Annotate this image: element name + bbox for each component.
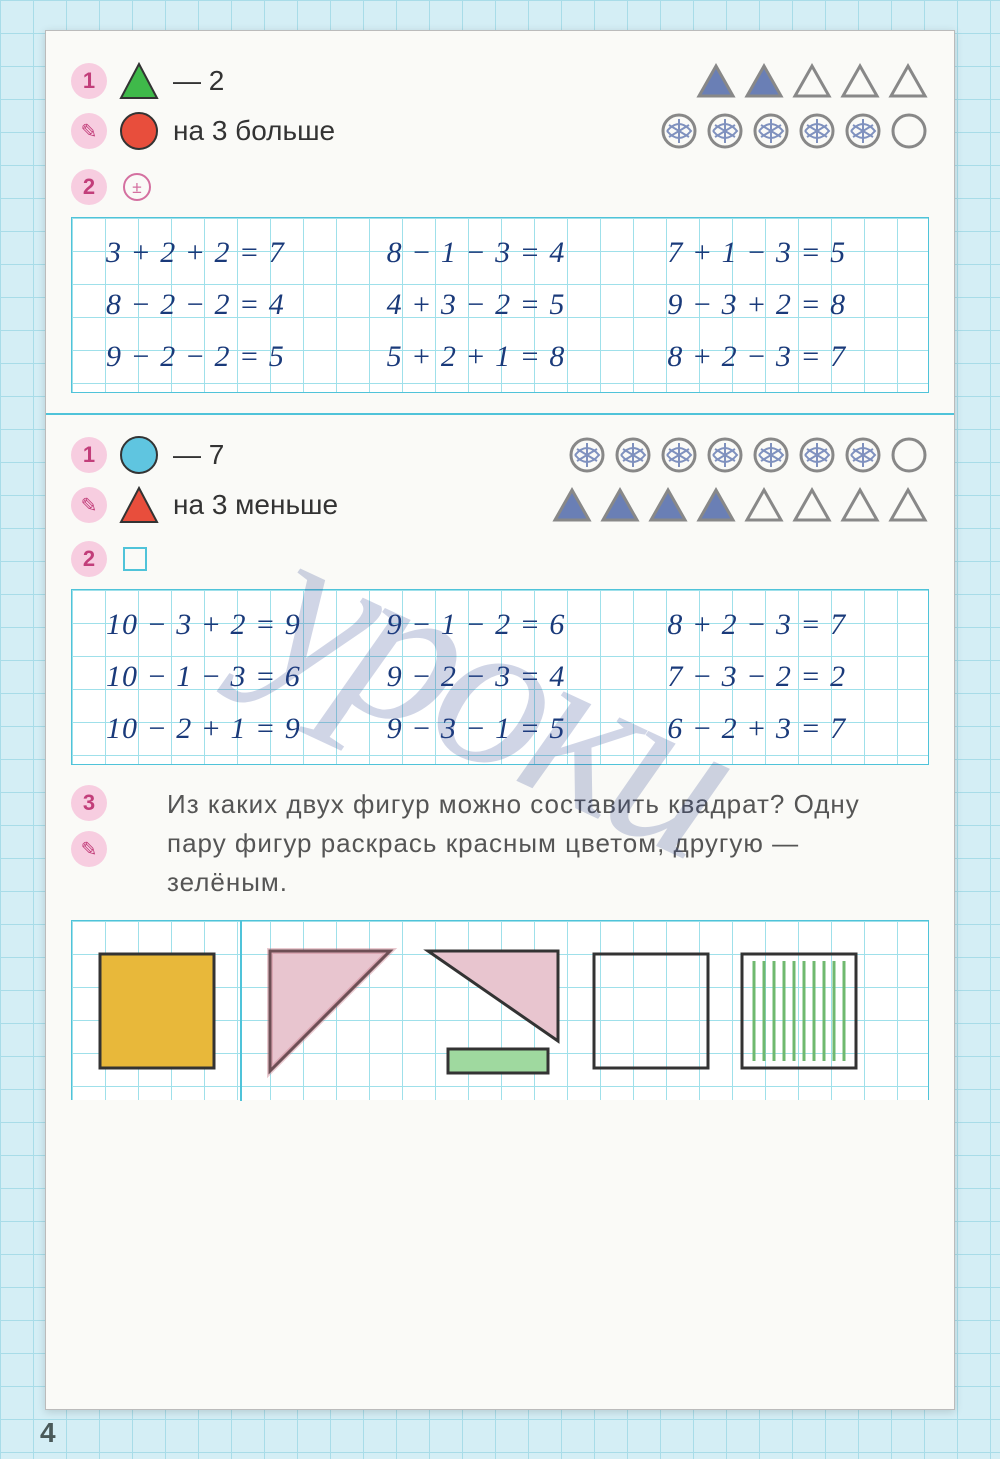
eq-col: 8 − 1 − 3 = 4 4 + 3 − 2 = 5 5 + 2 + 1 = 8	[387, 236, 638, 374]
s1-circles	[659, 111, 929, 151]
shape-green-rect	[734, 946, 864, 1076]
s2-row2: ✎ на 3 меньше	[71, 485, 929, 525]
badge-1a: 1	[71, 63, 107, 99]
equation: 3 + 2 + 2 = 7	[106, 236, 357, 270]
worksheet-page: 1 — 2 ✎ на 3 больше 2 ± 3 + 2 + 2 = 7 8 −…	[45, 30, 955, 1410]
page-number: 4	[40, 1417, 56, 1449]
shape-outline-square	[586, 946, 716, 1076]
s2-row2-text: на 3 меньше	[173, 489, 338, 521]
equation: 10 − 1 − 3 = 6	[106, 660, 357, 694]
eq-col: 10 − 3 + 2 = 9 10 − 1 − 3 = 6 10 − 2 + 1 =…	[106, 608, 357, 746]
equation: 8 + 2 − 3 = 7	[667, 608, 918, 642]
s1-equations-grid: 3 + 2 + 2 = 7 8 − 2 − 2 = 4 9 − 2 − 2 = 5 8…	[71, 217, 929, 393]
badge-2b: 2	[71, 541, 107, 577]
equation: 5 + 2 + 1 = 8	[387, 340, 638, 374]
eq-col: 9 − 1 − 2 = 6 9 − 2 − 3 = 4 9 − 3 − 1 = 5	[387, 608, 638, 746]
s2-triangles	[551, 486, 929, 524]
s2-equations-grid: 10 − 3 + 2 = 9 10 − 1 − 3 = 6 10 − 2 + 1 =…	[71, 589, 929, 765]
triangle-red-icon	[117, 485, 161, 525]
s1-row2: ✎ на 3 больше	[71, 109, 929, 153]
s2-circles	[567, 435, 929, 475]
eq-col: 8 + 2 − 3 = 7 7 − 3 − 2 = 2 6 − 2 + 3 = 7	[667, 608, 918, 746]
equation: 9 − 3 + 2 = 8	[667, 288, 918, 322]
square-icon	[123, 547, 147, 571]
equation: 8 + 2 − 3 = 7	[667, 340, 918, 374]
eq-col: 3 + 2 + 2 = 7 8 − 2 − 2 = 4 9 − 2 − 2 = 5	[106, 236, 357, 374]
s1-row2-text: на 3 больше	[173, 115, 335, 147]
divider-1	[46, 413, 954, 415]
eq-col: 7 + 1 − 3 = 5 9 − 3 + 2 = 8 8 + 2 − 3 = 7	[667, 236, 918, 374]
badge-2a: 2	[71, 169, 107, 205]
shape-tri-1	[260, 941, 400, 1081]
equation: 10 − 2 + 1 = 9	[106, 712, 357, 746]
s1-row1-text: — 2	[173, 65, 224, 97]
s2-row3: 2	[71, 541, 929, 577]
equation: 7 + 1 − 3 = 5	[667, 236, 918, 270]
pencil-icon: ✎	[71, 487, 107, 523]
s1-row1: 1 — 2	[71, 61, 929, 101]
s2-row1: 1 — 7	[71, 433, 929, 477]
plus-minus-icon: ±	[123, 173, 151, 201]
s3-header: 3 ✎ Из каких двух фигур можно составить …	[71, 785, 929, 902]
equation: 8 − 1 − 3 = 4	[387, 236, 638, 270]
s1-row3: 2 ±	[71, 169, 929, 205]
pencil-icon: ✎	[71, 831, 107, 867]
equation: 7 − 3 − 2 = 2	[667, 660, 918, 694]
s3-question: Из каких двух фигур можно составить квад…	[167, 785, 909, 902]
triangle-green-icon	[117, 61, 161, 101]
circle-blue-icon	[117, 433, 161, 477]
shape-tri-rect	[418, 941, 568, 1081]
shape-square-yellow	[92, 946, 222, 1076]
equation: 9 − 3 − 1 = 5	[387, 712, 638, 746]
equation: 8 − 2 − 2 = 4	[106, 288, 357, 322]
equation: 9 − 2 − 3 = 4	[387, 660, 638, 694]
s3-shapes-box	[71, 920, 929, 1100]
equation: 10 − 3 + 2 = 9	[106, 608, 357, 642]
badge-3: 3	[71, 785, 107, 821]
s1-triangles	[695, 62, 929, 100]
pencil-icon: ✎	[71, 113, 107, 149]
equation: 4 + 3 − 2 = 5	[387, 288, 638, 322]
equation: 9 − 1 − 2 = 6	[387, 608, 638, 642]
equation: 6 − 2 + 3 = 7	[667, 712, 918, 746]
equation: 9 − 2 − 2 = 5	[106, 340, 357, 374]
badge-1b: 1	[71, 437, 107, 473]
s2-row1-text: — 7	[173, 439, 224, 471]
vline-icon	[240, 921, 242, 1101]
circle-red-icon	[117, 109, 161, 153]
